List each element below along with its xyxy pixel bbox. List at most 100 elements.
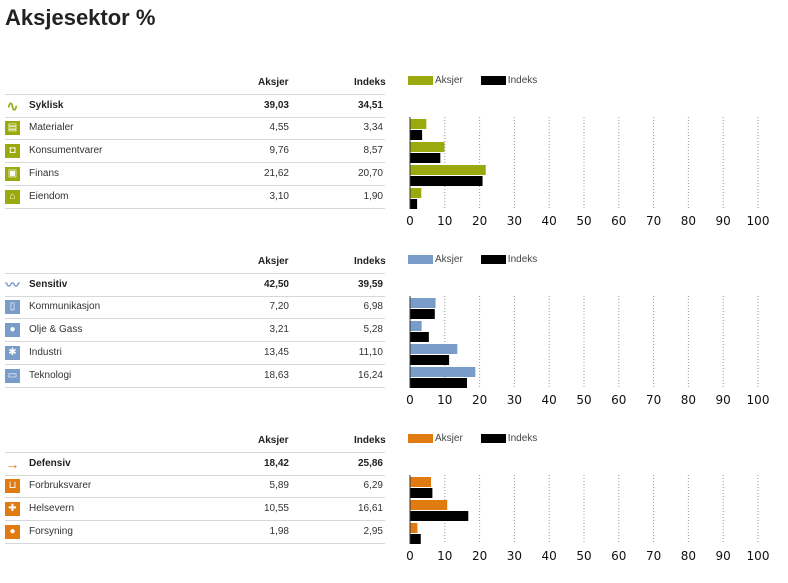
cycle-icon: ∿: [6, 98, 19, 114]
x-tick-label: 80: [681, 393, 696, 407]
bar-aksjer: [410, 142, 445, 152]
value-aksjer: 21,62: [263, 168, 289, 179]
chart-legend: Aksjer Indeks: [408, 254, 555, 265]
sector-syklisk: Aksjer Indeks Aksjer Indeks ∿ Syklisk 39,03 34,…: [0, 75, 788, 228]
chart-legend: Aksjer Indeks: [408, 75, 555, 86]
bar-chart-defensiv: 0 10 20 30 40 50 60 70 80 90 100: [406, 475, 769, 563]
bar-indeks: [410, 176, 483, 186]
row-label: Konsumentvarer: [29, 145, 103, 156]
row-label: Syklisk: [29, 100, 64, 111]
value-aksjer: 4,55: [269, 122, 289, 133]
legend-item-indeks: Indeks: [480, 254, 537, 265]
cross-icon: ✚: [5, 502, 20, 516]
x-tick-label: 0: [406, 549, 414, 563]
value-indeks: 25,86: [357, 458, 383, 469]
x-tick-label: 40: [542, 214, 557, 228]
row-label: Industri: [29, 347, 62, 358]
bar-indeks: [410, 309, 435, 319]
gear-icon: ✱: [5, 346, 20, 360]
bricks-icon: ▤: [5, 121, 20, 135]
x-tick-label: 40: [542, 549, 557, 563]
value-aksjer: 1,98: [269, 526, 289, 537]
legend-swatch: [480, 254, 506, 264]
x-tick-label: 90: [716, 214, 731, 228]
value-aksjer: 5,89: [269, 480, 289, 491]
phone-icon: ▯: [5, 300, 20, 314]
value-aksjer: 18,42: [263, 458, 289, 469]
x-tick-label: 60: [611, 393, 626, 407]
row-label: Kommunikasjon: [29, 301, 101, 312]
legend-label: Aksjer: [435, 254, 463, 265]
group-total-row: 〰 Sensitiv 42,50 39,59: [5, 273, 385, 297]
house-icon: ⌂: [5, 190, 20, 204]
group-total-row: ∿ Syklisk 39,03 34,51: [5, 94, 385, 118]
col-header-aksjer: Aksjer: [258, 256, 289, 267]
x-tick-label: 30: [507, 214, 522, 228]
chart-legend: Aksjer Indeks: [408, 433, 555, 444]
row-label: Helsevern: [29, 503, 75, 514]
arrow-right-icon: →: [5, 456, 20, 472]
row-label: Forsyning: [29, 526, 73, 537]
row-label: Materialer: [29, 122, 74, 133]
legend-item-indeks: Indeks: [480, 75, 538, 86]
table-row: ⌂ Eiendom 3,10 1,90: [5, 186, 385, 209]
bar-indeks: [410, 199, 418, 209]
row-label: Forbruksvarer: [29, 480, 92, 491]
value-indeks: 2,95: [363, 526, 383, 537]
bar-indeks: [410, 534, 421, 544]
legend-item-indeks: Indeks: [480, 433, 537, 444]
bar-chart-sensitiv: 0 10 20 30 40 50 60 70 80 90 100: [406, 296, 770, 407]
value-indeks: 20,70: [357, 168, 383, 179]
table-row: ✱ Industri 13,45 11,10: [5, 342, 385, 365]
x-tick-label: 50: [576, 214, 591, 228]
value-aksjer: 39,03: [263, 100, 289, 111]
table-row: ● Forsyning 1,98 2,95: [5, 521, 385, 544]
row-label: Defensiv: [29, 458, 71, 469]
bar-indeks: [410, 488, 433, 498]
col-header-indeks: Indeks: [354, 435, 386, 446]
value-indeks: 34,51: [357, 100, 383, 111]
bar-indeks: [410, 130, 423, 140]
col-header-aksjer: Aksjer: [258, 77, 289, 88]
x-tick-label: 50: [576, 549, 591, 563]
value-aksjer: 9,76: [269, 145, 289, 156]
bar-indeks: [410, 355, 450, 365]
bar-aksjer: [410, 344, 458, 354]
table-row: ✚ Helsevern 10,55 16,61: [5, 498, 385, 521]
bulb-icon: ●: [5, 525, 20, 539]
bar-aksjer: [410, 188, 422, 198]
legend-item-aksjer: Aksjer: [408, 254, 463, 265]
x-tick-label: 90: [716, 549, 731, 563]
legend-swatch: [408, 254, 433, 264]
table-row: ● Olje & Gass 3,21 5,28: [5, 319, 385, 342]
x-tick-label: 70: [646, 549, 661, 563]
bar-aksjer: [410, 298, 436, 308]
col-header-aksjer: Aksjer: [258, 435, 289, 446]
value-indeks: 6,98: [363, 301, 383, 312]
bar-indeks: [410, 153, 441, 163]
cart-icon: ⊔: [5, 479, 20, 493]
value-aksjer: 13,45: [263, 347, 289, 358]
value-indeks: 3,34: [363, 122, 383, 133]
x-tick-label: 100: [747, 214, 770, 228]
legend-label: Indeks: [507, 75, 538, 86]
value-indeks: 16,24: [357, 370, 383, 381]
bar-indeks: [410, 332, 429, 342]
x-tick-label: 10: [437, 214, 452, 228]
bar-aksjer: [410, 165, 486, 175]
value-indeks: 11,10: [358, 347, 383, 358]
table-row: ▯ Kommunikasjon 7,20 6,98: [5, 296, 385, 319]
bar-indeks: [410, 511, 469, 521]
value-aksjer: 3,10: [269, 191, 289, 202]
sector-sensitiv: Aksjer Indeks Aksjer Indeks 〰 Sensitiv 42,50 39…: [0, 254, 788, 407]
legend-label: Aksjer: [435, 75, 463, 86]
x-tick-label: 80: [681, 549, 696, 563]
legend-item-aksjer: Aksjer: [408, 433, 463, 444]
x-tick-label: 100: [747, 393, 770, 407]
bar-indeks: [410, 378, 468, 388]
value-indeks: 39,59: [357, 279, 383, 290]
legend-swatch: [408, 75, 433, 85]
value-indeks: 6,29: [363, 480, 383, 491]
table-row: ▣ Finans 21,62 20,70: [5, 163, 385, 186]
value-indeks: 8,57: [363, 145, 383, 156]
